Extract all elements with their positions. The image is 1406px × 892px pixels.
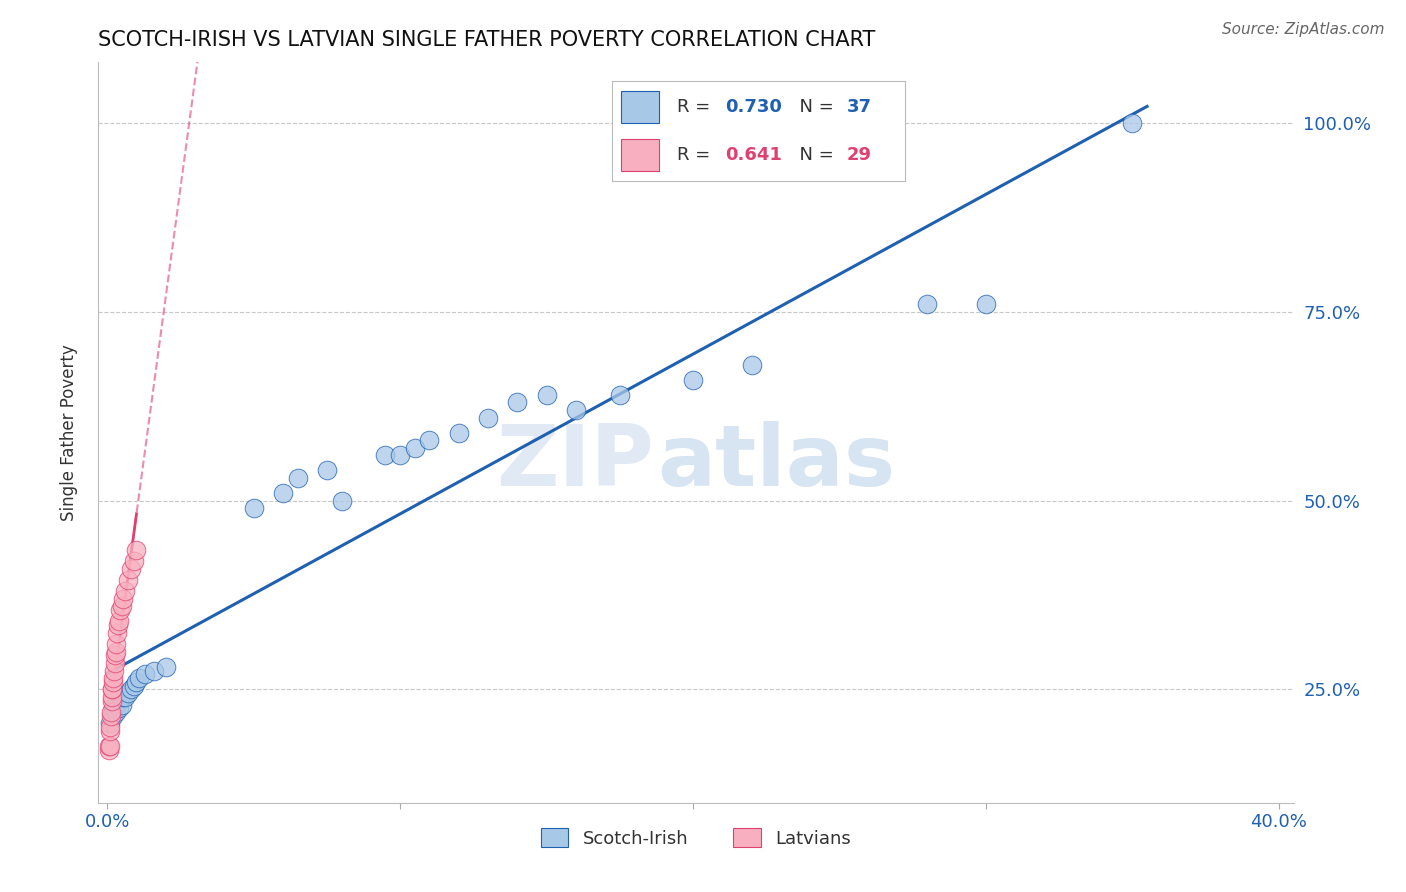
Point xyxy=(287,471,309,485)
Point xyxy=(105,698,127,712)
Point xyxy=(101,674,124,689)
Point xyxy=(122,554,145,568)
Point xyxy=(917,297,939,311)
Point xyxy=(477,410,499,425)
Point xyxy=(110,603,132,617)
Point xyxy=(122,679,145,693)
Point xyxy=(98,739,121,753)
Point xyxy=(682,373,704,387)
Point xyxy=(105,705,127,719)
Point xyxy=(98,716,121,731)
Point xyxy=(108,615,131,629)
Point xyxy=(101,701,124,715)
Point xyxy=(103,656,125,670)
Text: Source: ZipAtlas.com: Source: ZipAtlas.com xyxy=(1222,22,1385,37)
Point xyxy=(974,297,997,311)
Point xyxy=(120,561,142,575)
Legend: Scotch-Irish, Latvians: Scotch-Irish, Latvians xyxy=(531,819,860,856)
Point xyxy=(97,743,120,757)
Point xyxy=(143,664,166,678)
Point xyxy=(125,542,148,557)
Point xyxy=(117,573,139,587)
Point xyxy=(134,667,156,681)
Point xyxy=(1121,116,1143,130)
Text: ZIP: ZIP xyxy=(496,421,654,504)
Point xyxy=(111,690,134,704)
Point xyxy=(101,682,124,697)
Point xyxy=(98,739,121,753)
Point xyxy=(155,660,177,674)
Point xyxy=(98,720,121,734)
Point xyxy=(111,698,134,712)
Point xyxy=(565,403,588,417)
Point xyxy=(404,441,426,455)
Point xyxy=(100,705,122,719)
Point xyxy=(609,388,631,402)
Point xyxy=(114,690,136,704)
Point xyxy=(101,671,124,685)
Point xyxy=(389,448,412,462)
Point xyxy=(315,463,337,477)
Point xyxy=(125,674,148,689)
Point xyxy=(100,694,122,708)
Point xyxy=(105,637,127,651)
Point xyxy=(112,591,135,606)
Point xyxy=(271,486,294,500)
Point xyxy=(741,358,763,372)
Point xyxy=(98,724,121,739)
Point xyxy=(418,433,440,447)
Point xyxy=(447,425,470,440)
Point xyxy=(107,625,129,640)
Y-axis label: Single Father Poverty: Single Father Poverty xyxy=(59,344,77,521)
Point xyxy=(103,664,125,678)
Point xyxy=(506,395,529,409)
Text: SCOTCH-IRISH VS LATVIAN SINGLE FATHER POVERTY CORRELATION CHART: SCOTCH-IRISH VS LATVIAN SINGLE FATHER PO… xyxy=(98,29,876,50)
Point xyxy=(114,584,136,599)
Point xyxy=(107,618,129,632)
Text: atlas: atlas xyxy=(658,421,896,504)
Point xyxy=(101,682,124,697)
Point xyxy=(330,493,353,508)
Point xyxy=(128,671,150,685)
Point xyxy=(117,686,139,700)
Point xyxy=(104,648,127,663)
Point xyxy=(100,690,122,704)
Point xyxy=(105,645,127,659)
Point xyxy=(242,501,264,516)
Point xyxy=(111,599,134,614)
Point xyxy=(536,388,558,402)
Point xyxy=(100,709,122,723)
Point xyxy=(108,701,131,715)
Point xyxy=(120,682,142,697)
Point xyxy=(374,448,396,462)
Point xyxy=(101,709,124,723)
